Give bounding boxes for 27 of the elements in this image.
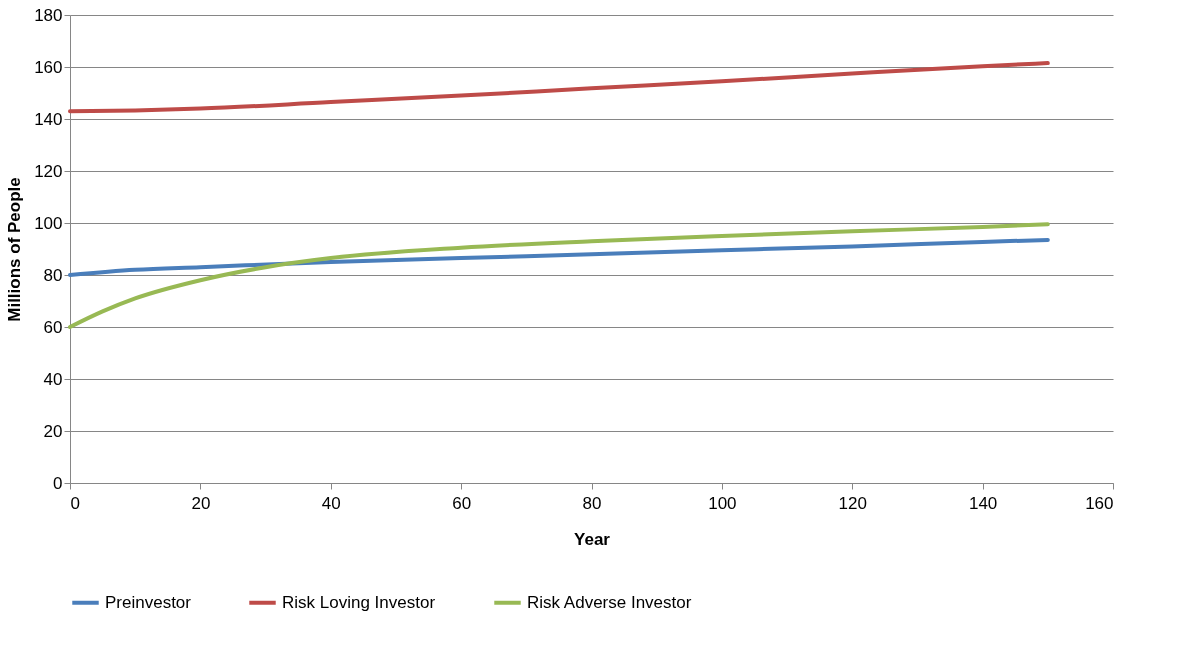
y-tick-label: 140 (34, 109, 63, 129)
x-tick-label: 120 (838, 493, 867, 513)
y-tick-label: 60 (43, 317, 63, 337)
x-tick-label: 0 (70, 493, 80, 513)
line-series (68, 61, 1050, 114)
y-tick-label: 20 (43, 421, 63, 441)
legend-label: Risk Loving Investor (282, 592, 436, 612)
y-tick-label: 40 (43, 369, 63, 389)
x-axis-title: Year (574, 529, 611, 549)
line-series (68, 222, 1050, 329)
x-tick-label: 100 (708, 493, 737, 513)
x-tick-label: 140 (968, 493, 998, 513)
y-tick-label: 160 (34, 57, 63, 77)
x-tick-label: 20 (191, 493, 211, 513)
legend-label: Preinvestor (105, 592, 192, 612)
y-tick-label: 80 (43, 265, 63, 285)
y-tick-label: 180 (34, 5, 63, 25)
line-series (68, 237, 1050, 277)
y-tick-label: 0 (53, 473, 63, 493)
y-tick-label: 100 (34, 213, 63, 233)
y-tick-label: 120 (34, 161, 63, 181)
x-tick-label: 40 (321, 493, 341, 513)
x-tick-label: 160 (1085, 493, 1114, 513)
x-tick-label: 60 (452, 493, 472, 513)
x-tick-label: 80 (582, 493, 602, 513)
y-axis-title: Millions of People (5, 177, 25, 322)
legend-label: Risk Adverse Investor (527, 592, 692, 612)
